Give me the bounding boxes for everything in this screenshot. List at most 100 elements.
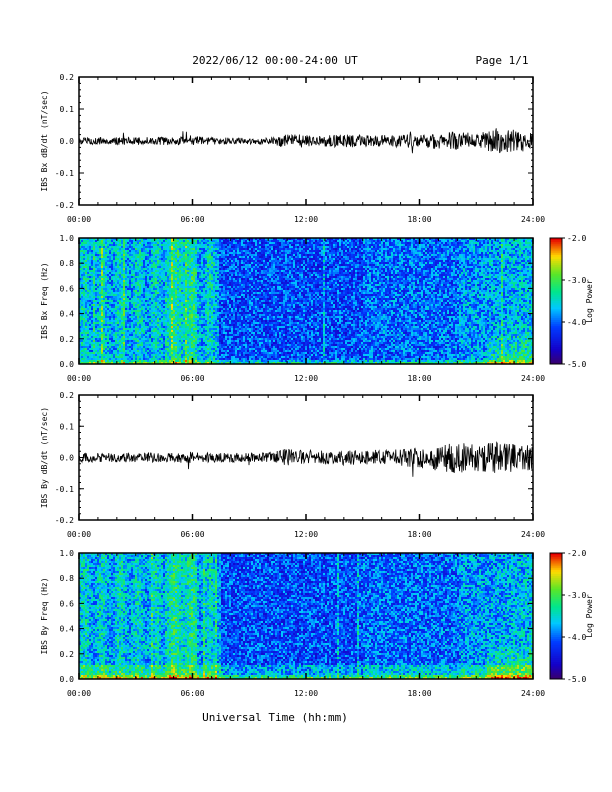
spectrogram-cell <box>167 284 169 286</box>
spectrogram-cell <box>225 322 227 324</box>
spectrogram-cell <box>195 250 197 252</box>
spectrogram-cell <box>113 298 115 300</box>
spectrogram-cell <box>207 324 209 326</box>
spectrogram-cell <box>125 256 127 258</box>
spectrogram-cell <box>201 244 203 246</box>
spectrogram-cell <box>117 274 119 276</box>
spectrogram-cell <box>169 296 171 298</box>
spectrogram-cell <box>189 242 191 244</box>
spectrogram-cell <box>105 284 107 286</box>
spectrogram-cell <box>205 244 207 246</box>
spectrogram-cell <box>83 306 85 308</box>
spectrogram-cell <box>141 344 143 346</box>
spectrogram-cell <box>101 316 103 318</box>
spectrogram-cell <box>177 286 179 288</box>
spectrogram-cell <box>111 340 113 342</box>
spectrogram-cell <box>185 242 187 244</box>
spectrogram-cell <box>101 354 103 356</box>
spectrogram-cell <box>91 340 93 342</box>
spectrogram-cell <box>115 258 117 260</box>
spectrogram-cell <box>105 242 107 244</box>
spectrogram-cell <box>115 350 117 352</box>
spectrogram-cell <box>117 290 119 292</box>
spectrogram-cell <box>89 292 91 294</box>
spectrogram-cell <box>85 360 87 362</box>
spectrogram-cell <box>197 244 199 246</box>
spectrogram-cell <box>155 288 157 290</box>
spectrogram-cell <box>99 348 101 350</box>
spectrogram-cell <box>119 296 121 298</box>
spectrogram-cell <box>127 276 129 278</box>
spectrogram-cell <box>217 312 219 314</box>
spectrogram-cell <box>161 330 163 332</box>
spectrogram-cell <box>177 304 179 306</box>
spectrogram-cell <box>175 336 177 338</box>
spectrogram-cell <box>115 338 117 340</box>
spectrogram-cell <box>195 294 197 296</box>
spectrogram-cell <box>209 286 211 288</box>
spectrogram-cell <box>143 290 145 292</box>
spectrogram-cell <box>151 324 153 326</box>
spectrogram-cell <box>137 330 139 332</box>
spectrogram-cell <box>175 302 177 304</box>
spectrogram-cell <box>217 294 219 296</box>
spectrogram-cell <box>201 356 203 358</box>
spectrogram-cell <box>221 284 223 286</box>
spectrogram-cell <box>127 258 129 260</box>
spectrogram-cell <box>221 268 223 270</box>
spectrogram-cell <box>123 240 125 242</box>
spectrogram-cell <box>159 300 161 302</box>
spectrogram-cell <box>165 318 167 320</box>
spectrogram-cell <box>205 328 207 330</box>
spectrogram-cell <box>103 266 105 268</box>
spectrogram-cell <box>207 302 209 304</box>
spectrogram-cell <box>133 336 135 338</box>
spectrogram-cell <box>127 324 129 326</box>
spectrogram-cell <box>133 352 135 354</box>
spectrogram-cell <box>143 284 145 286</box>
spectrogram-cell <box>129 346 131 348</box>
spectrogram-cell <box>123 330 125 332</box>
spectrogram-cell <box>217 336 219 338</box>
spectrogram-cell <box>183 280 185 282</box>
spectrogram-cell <box>91 320 93 322</box>
spectrogram-cell <box>165 296 167 298</box>
spectrogram-cell <box>149 288 151 290</box>
spectrogram-cell <box>155 276 157 278</box>
spectrogram-cell <box>173 254 175 256</box>
spectrogram-cell <box>221 294 223 296</box>
spectrogram-cell <box>221 270 223 272</box>
spectrogram-cell <box>119 346 121 348</box>
spectrogram-cell <box>185 270 187 272</box>
spectrogram-cell <box>97 306 99 308</box>
spectrogram-cell <box>199 252 201 254</box>
spectrogram-cell <box>203 286 205 288</box>
spectrogram-cell <box>117 266 119 268</box>
spectrogram-cell <box>137 292 139 294</box>
spectrogram-cell <box>225 358 227 360</box>
spectrogram-cell <box>143 338 145 340</box>
spectrogram-cell <box>103 360 105 362</box>
spectrogram-cell <box>153 342 155 344</box>
spectrogram-cell <box>93 292 95 294</box>
spectrogram-cell <box>205 336 207 338</box>
spectrogram-cell <box>107 332 109 334</box>
spectrogram-cell <box>193 268 195 270</box>
spectrogram-cell <box>183 316 185 318</box>
spectrogram-cell <box>189 340 191 342</box>
spectrogram-cell <box>221 258 223 260</box>
spectrogram-cell <box>103 300 105 302</box>
spectrogram-cell <box>135 266 137 268</box>
spectrogram-cell <box>205 260 207 262</box>
spectrogram-cell <box>145 302 147 304</box>
spectrogram-cell <box>89 298 91 300</box>
spectrogram-cell <box>85 326 87 328</box>
spectrogram-cell <box>135 320 137 322</box>
spectrogram-cell <box>91 318 93 320</box>
spectrogram-cell <box>97 270 99 272</box>
spectrogram-cell <box>205 248 207 250</box>
spectrogram-cell <box>223 342 225 344</box>
spectrogram-cell <box>169 262 171 264</box>
spectrogram-cell <box>145 252 147 254</box>
spectrogram-cell <box>121 312 123 314</box>
